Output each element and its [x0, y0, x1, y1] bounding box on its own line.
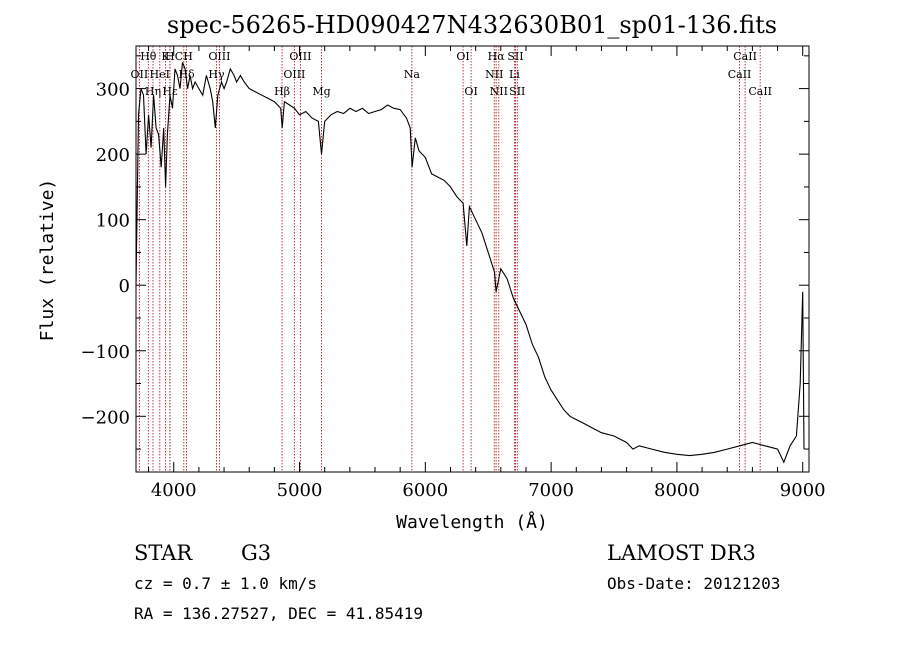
line-marker-label: Mg	[312, 85, 330, 98]
x-tick-label: 5000	[277, 480, 323, 501]
line-marker-label: Hθ	[140, 50, 157, 63]
line-marker-label: Hγ	[208, 68, 225, 81]
x-axis-label: Wavelength (Å)	[396, 511, 548, 533]
line-marker-label: NII	[485, 68, 503, 81]
x-tick-label: 6000	[402, 480, 448, 501]
line-marker-label: OI	[464, 85, 477, 98]
line-marker-lines	[138, 46, 761, 472]
y-axis-label: Flux (relative)	[37, 179, 58, 342]
x-tick-label: 4000	[151, 480, 197, 501]
line-marker-label: OIII	[208, 50, 230, 63]
line-marker-label: HeI	[150, 68, 170, 81]
object-type: STAR	[134, 541, 193, 565]
line-marker-label: SII	[507, 50, 523, 63]
spectrum-line	[135, 62, 805, 464]
line-marker-label: Hη	[145, 85, 161, 98]
chart-title: spec-56265-HD090427N432630B01_sp01-136.f…	[167, 11, 777, 39]
line-marker-label: CaII	[728, 68, 752, 81]
x-tick-label: 8000	[654, 480, 700, 501]
line-marker-label: OIII	[283, 68, 305, 81]
x-tick-label: 9000	[780, 480, 826, 501]
line-marker-label: Hα	[488, 50, 506, 63]
line-marker-label: Li	[509, 68, 520, 81]
y-tick-label: 0	[119, 276, 130, 297]
line-marker-label: CaII	[748, 85, 772, 98]
x-tick-label: 7000	[528, 480, 574, 501]
line-marker-label: Hβ	[274, 85, 290, 98]
obs-date-text: Obs-Date: 20121203	[607, 574, 780, 593]
line-marker-label: CaII	[733, 50, 757, 63]
line-marker-label: CH	[175, 50, 193, 63]
plot-frame	[135, 45, 810, 473]
line-marker-label: OII	[131, 68, 149, 81]
line-marker-label: NII	[490, 85, 508, 98]
y-tick-label: 100	[96, 211, 130, 232]
y-tick-label: 200	[96, 145, 130, 166]
line-marker-label: K	[161, 50, 170, 63]
line-marker-label: OI	[456, 50, 469, 63]
y-axis-ticks: −200 −100 0 100 200 300	[81, 55, 809, 450]
y-tick-label: −100	[81, 342, 130, 363]
y-tick-label: −200	[81, 407, 130, 428]
redshift-text: cz = 0.7 ± 1.0 km/s	[134, 574, 317, 593]
x-axis-ticks: 4000 5000 6000 7000 8000 9000	[148, 46, 826, 501]
survey-name: LAMOST DR3	[607, 541, 756, 565]
line-marker-label: H	[165, 50, 175, 63]
line-marker-label: Na	[404, 68, 421, 81]
coordinates-text: RA = 136.27527, DEC = 41.85419	[134, 604, 423, 623]
y-tick-label: 300	[96, 80, 130, 101]
object-subclass: G3	[241, 541, 271, 565]
line-marker-label: OIII	[289, 50, 311, 63]
line-marker-label: SII	[509, 85, 525, 98]
